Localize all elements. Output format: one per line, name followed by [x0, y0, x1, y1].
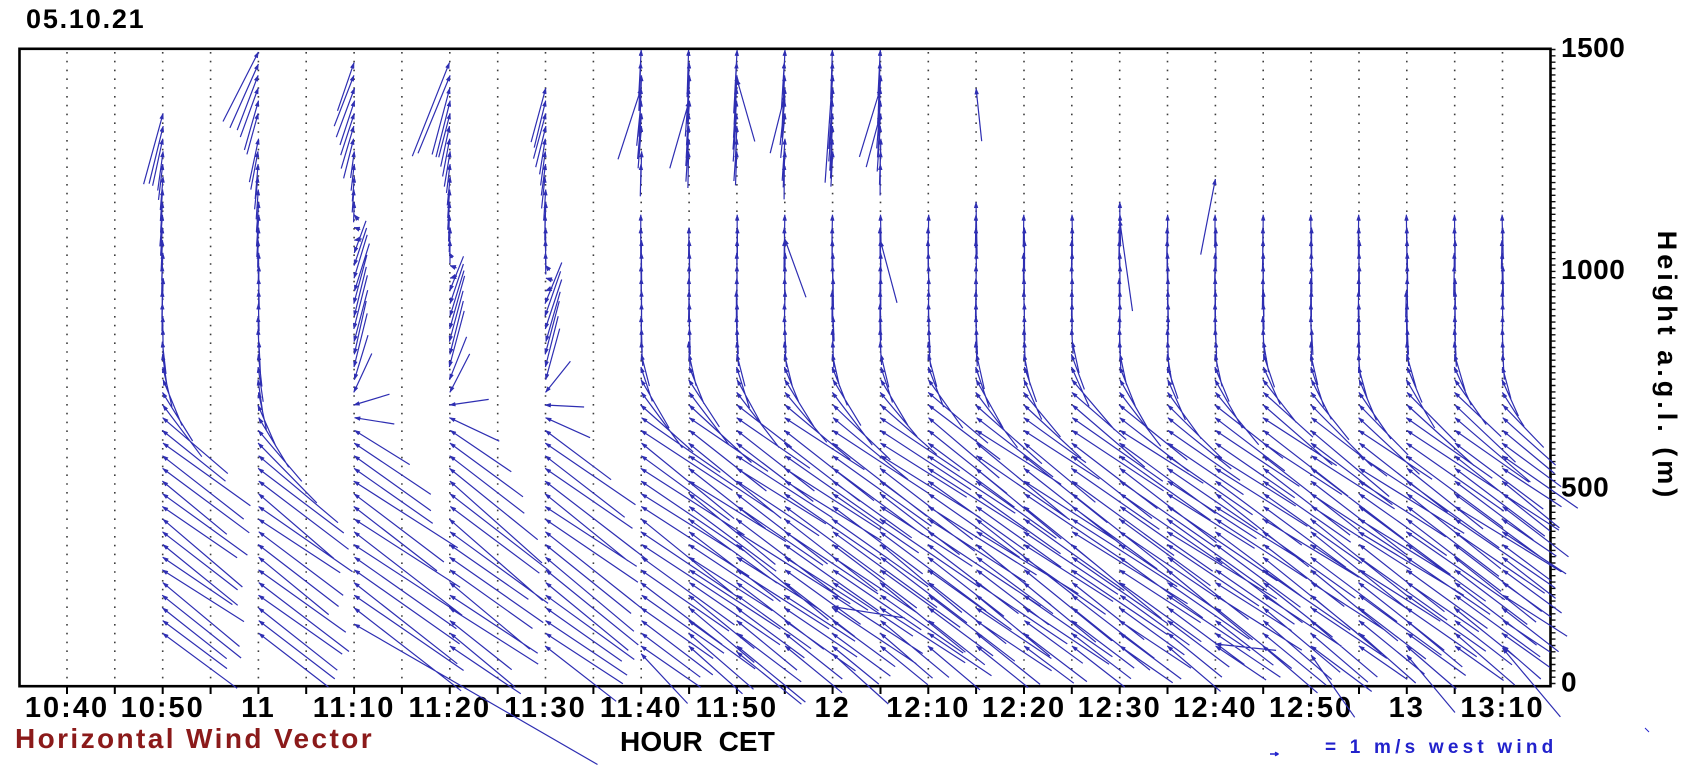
svg-text:12:50: 12:50	[1269, 692, 1353, 724]
svg-text:12:10: 12:10	[886, 692, 970, 724]
svg-text:HOUR CET: HOUR CET	[620, 726, 775, 757]
svg-text:11:10: 11:10	[313, 692, 396, 724]
svg-text:0: 0	[1561, 667, 1577, 698]
svg-text:1000: 1000	[1561, 254, 1625, 285]
svg-text:11:20: 11:20	[409, 692, 492, 724]
svg-text:11:50: 11:50	[696, 692, 779, 724]
svg-text:13:10: 13:10	[1460, 692, 1544, 724]
svg-text:500: 500	[1561, 472, 1609, 503]
svg-text:12:40: 12:40	[1173, 692, 1257, 724]
svg-text:Height a.g.l. (m): Height a.g.l. (m)	[1652, 231, 1682, 502]
svg-text:13: 13	[1389, 692, 1425, 724]
svg-text:12: 12	[814, 692, 850, 724]
svg-text:Horizontal Wind Vector: Horizontal Wind Vector	[15, 723, 374, 754]
svg-text:11:30: 11:30	[504, 692, 587, 724]
svg-text:10:40: 10:40	[25, 692, 109, 724]
svg-text:05.10.21: 05.10.21	[26, 4, 146, 34]
svg-text:12:20: 12:20	[982, 692, 1066, 724]
svg-text:12:30: 12:30	[1078, 692, 1162, 724]
svg-text:11:40: 11:40	[600, 692, 683, 724]
svg-text:= 1 m/s west wind: = 1 m/s west wind	[1325, 737, 1557, 758]
svg-text:1500: 1500	[1561, 32, 1625, 63]
svg-text:10:50: 10:50	[121, 692, 205, 724]
svg-text:11: 11	[241, 692, 276, 724]
